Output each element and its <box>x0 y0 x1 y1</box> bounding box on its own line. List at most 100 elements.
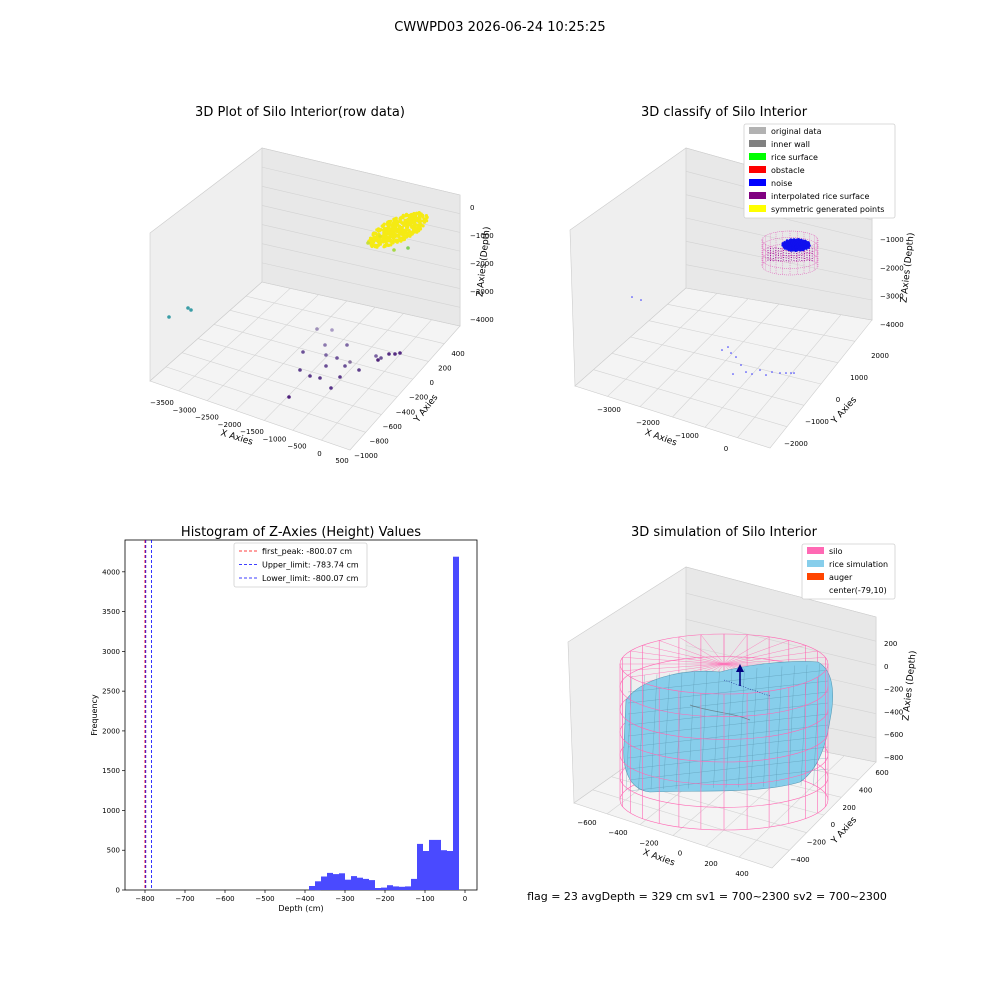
panel3-x-tick-label: −200 <box>375 895 394 903</box>
panel4-y-ticks: −400 −200 0 200 400 600 <box>790 769 888 864</box>
panel3-x-ticks: −800 −700 −600 −500 −400 −300 −200 −100 0 <box>135 890 467 903</box>
panel4-title: 3D simulation of Silo Interior <box>631 525 818 540</box>
panel4-y-tick-label: 600 <box>875 769 888 777</box>
panel3-y-tick-label: 3500 <box>102 608 120 616</box>
panel1-z-tick-label: −2000 <box>470 260 494 268</box>
panel1-x-tick-label: −2000 <box>218 421 242 429</box>
panel2-z-tick-label: −1000 <box>880 236 904 244</box>
histogram-bar <box>435 839 441 890</box>
histogram-bar <box>423 851 429 890</box>
panel1-z-ticks: 0 −1000 −2000 −3000 −4000 <box>470 204 494 324</box>
histogram-bar <box>345 879 351 890</box>
panel1-x-tick-label: −1000 <box>263 435 287 443</box>
panel3-legend-label: Upper_limit: -783.74 cm <box>262 561 359 570</box>
panel2-y-tick-label: −1000 <box>805 418 829 426</box>
panel1-x-tick-label: −500 <box>287 443 306 451</box>
panel3-bars <box>309 556 459 891</box>
panel2-legend-swatch <box>749 205 766 212</box>
panel4-y-tick-label: −200 <box>807 839 826 847</box>
panel-simulation: 3D simulation of Silo Interior −600−400−… <box>567 525 919 878</box>
histogram-bar <box>327 872 333 890</box>
panel4-legend-swatch <box>807 560 824 567</box>
panel4-legend-swatch <box>807 547 824 554</box>
panel2-legend-swatch <box>749 166 766 173</box>
panel4-y-tick-label: 200 <box>843 804 856 812</box>
panel3-x-tick-label: −500 <box>255 895 274 903</box>
panel2-y-tick-label: 2000 <box>871 352 889 360</box>
panel4-xlabel: X Axies <box>641 848 676 869</box>
panel1-y-tick-label: 400 <box>451 350 464 358</box>
panel2-z-tick-label: −4000 <box>880 321 904 329</box>
panel2-legend: original data inner wall rice surface obsta… <box>743 123 896 219</box>
panel3-legend-label: first_peak: -800.07 cm <box>262 547 352 556</box>
panel4-z-tick-label: 0 <box>884 663 888 671</box>
panel3-y-tick-label: 3000 <box>102 648 120 656</box>
panel3-x-tick-label: 0 <box>463 895 467 903</box>
panel1-z-tick-label: −1000 <box>470 232 494 240</box>
histogram-bar <box>393 886 399 890</box>
histogram-bar <box>429 839 435 890</box>
panel3-legend-frame <box>233 542 368 588</box>
panel4-rice-surface <box>623 661 833 793</box>
panel2-legend-frame <box>743 123 896 219</box>
panel3-y-ticks: 0 500 1000 1500 2000 2500 3000 3500 4000 <box>102 568 125 895</box>
panel3-axes-frame <box>124 539 478 891</box>
panel2-y-tick-label: −2000 <box>784 440 808 448</box>
histogram-bar <box>339 873 345 890</box>
panel1-z-tick-label: 0 <box>470 204 474 212</box>
panel2-legend-label: rice surface <box>771 153 818 162</box>
histogram-bar <box>363 878 369 890</box>
panel3-ylabel: Frequency <box>90 694 99 736</box>
panel2-x-tick-label: −3000 <box>597 406 621 414</box>
panel2-points <box>631 238 813 376</box>
panel4-x-tick-label: −200 <box>639 839 658 847</box>
panel1-title: 3D Plot of Silo Interior(row data) <box>195 105 405 120</box>
panel2-legend-label: original data <box>771 127 822 136</box>
panel3-ref-lines <box>144 540 152 890</box>
panel2-y-tick-label: 1000 <box>850 374 868 382</box>
panel4-x-tick-label: 400 <box>735 870 748 878</box>
panel-classify: 3D classify of Silo Interior −3000−2000−… <box>569 105 917 453</box>
panel2-z-tick-label: −3000 <box>880 293 904 301</box>
panel2-y-ticks: −2000 −1000 0 1000 2000 <box>784 352 889 448</box>
panel3-legend: first_peak: -800.07 cm Upper_limit: -783.… <box>233 542 368 588</box>
panel2-z-tick-label: −2000 <box>880 264 904 272</box>
panel3-x-tick-label: −700 <box>175 895 194 903</box>
panel-histogram: Histogram of Z-Axies (Height) Values −80… <box>90 525 478 913</box>
histogram-bar <box>387 885 393 890</box>
panel3-y-tick-label: 4000 <box>102 568 120 576</box>
histogram-bar <box>381 887 387 890</box>
histogram-bar <box>309 886 315 890</box>
footer-status: flag = 23 avgDepth = 329 cm sv1 = 700~23… <box>527 890 887 903</box>
panel1-x-tick-label: 0 <box>317 450 321 458</box>
histogram-bar <box>369 880 375 890</box>
panel2-legend-swatch <box>749 140 766 147</box>
panel1-y-tick-label: −200 <box>409 394 428 402</box>
histogram-bar <box>321 876 327 890</box>
panel4-x-ticks: −600 −400 −200 0 200 400 <box>577 819 748 878</box>
panel3-x-tick-label: −400 <box>295 895 314 903</box>
histogram-bar <box>411 878 417 890</box>
histogram-bar <box>351 876 357 890</box>
panel-row-data: 3D Plot of Silo Interior(row data) −3500… <box>149 105 494 465</box>
panel2-x-tick-label: 0 <box>724 445 728 453</box>
histogram-bar <box>441 850 447 890</box>
panel2-legend-label: noise <box>771 179 792 188</box>
panel1-y-tick-label: −800 <box>370 437 389 445</box>
panel1-y-tick-label: 200 <box>438 365 451 373</box>
panel4-ylabel: Y Axies <box>829 815 859 847</box>
panel4-zlabel: Z Axies (Depth) <box>901 650 918 721</box>
panel4-legend-swatch <box>807 586 824 593</box>
panel4-y-tick-label: 400 <box>859 786 872 794</box>
panel4-legend-label: center(-79,10) <box>829 586 887 595</box>
panel1-x-tick-label: 500 <box>335 457 348 465</box>
panel1-x-tick-label: −3500 <box>150 399 174 407</box>
panel2-ylabel: Y Axies <box>829 395 859 427</box>
panel3-x-tick-label: −600 <box>215 895 234 903</box>
panel3-title: Histogram of Z-Axies (Height) Values <box>181 525 421 540</box>
panel4-legend-label: rice simulation <box>829 560 888 569</box>
panel2-y-tick-label: 0 <box>836 396 840 404</box>
panel2-legend-swatch <box>749 192 766 199</box>
panel3-y-tick-label: 1500 <box>102 767 120 775</box>
